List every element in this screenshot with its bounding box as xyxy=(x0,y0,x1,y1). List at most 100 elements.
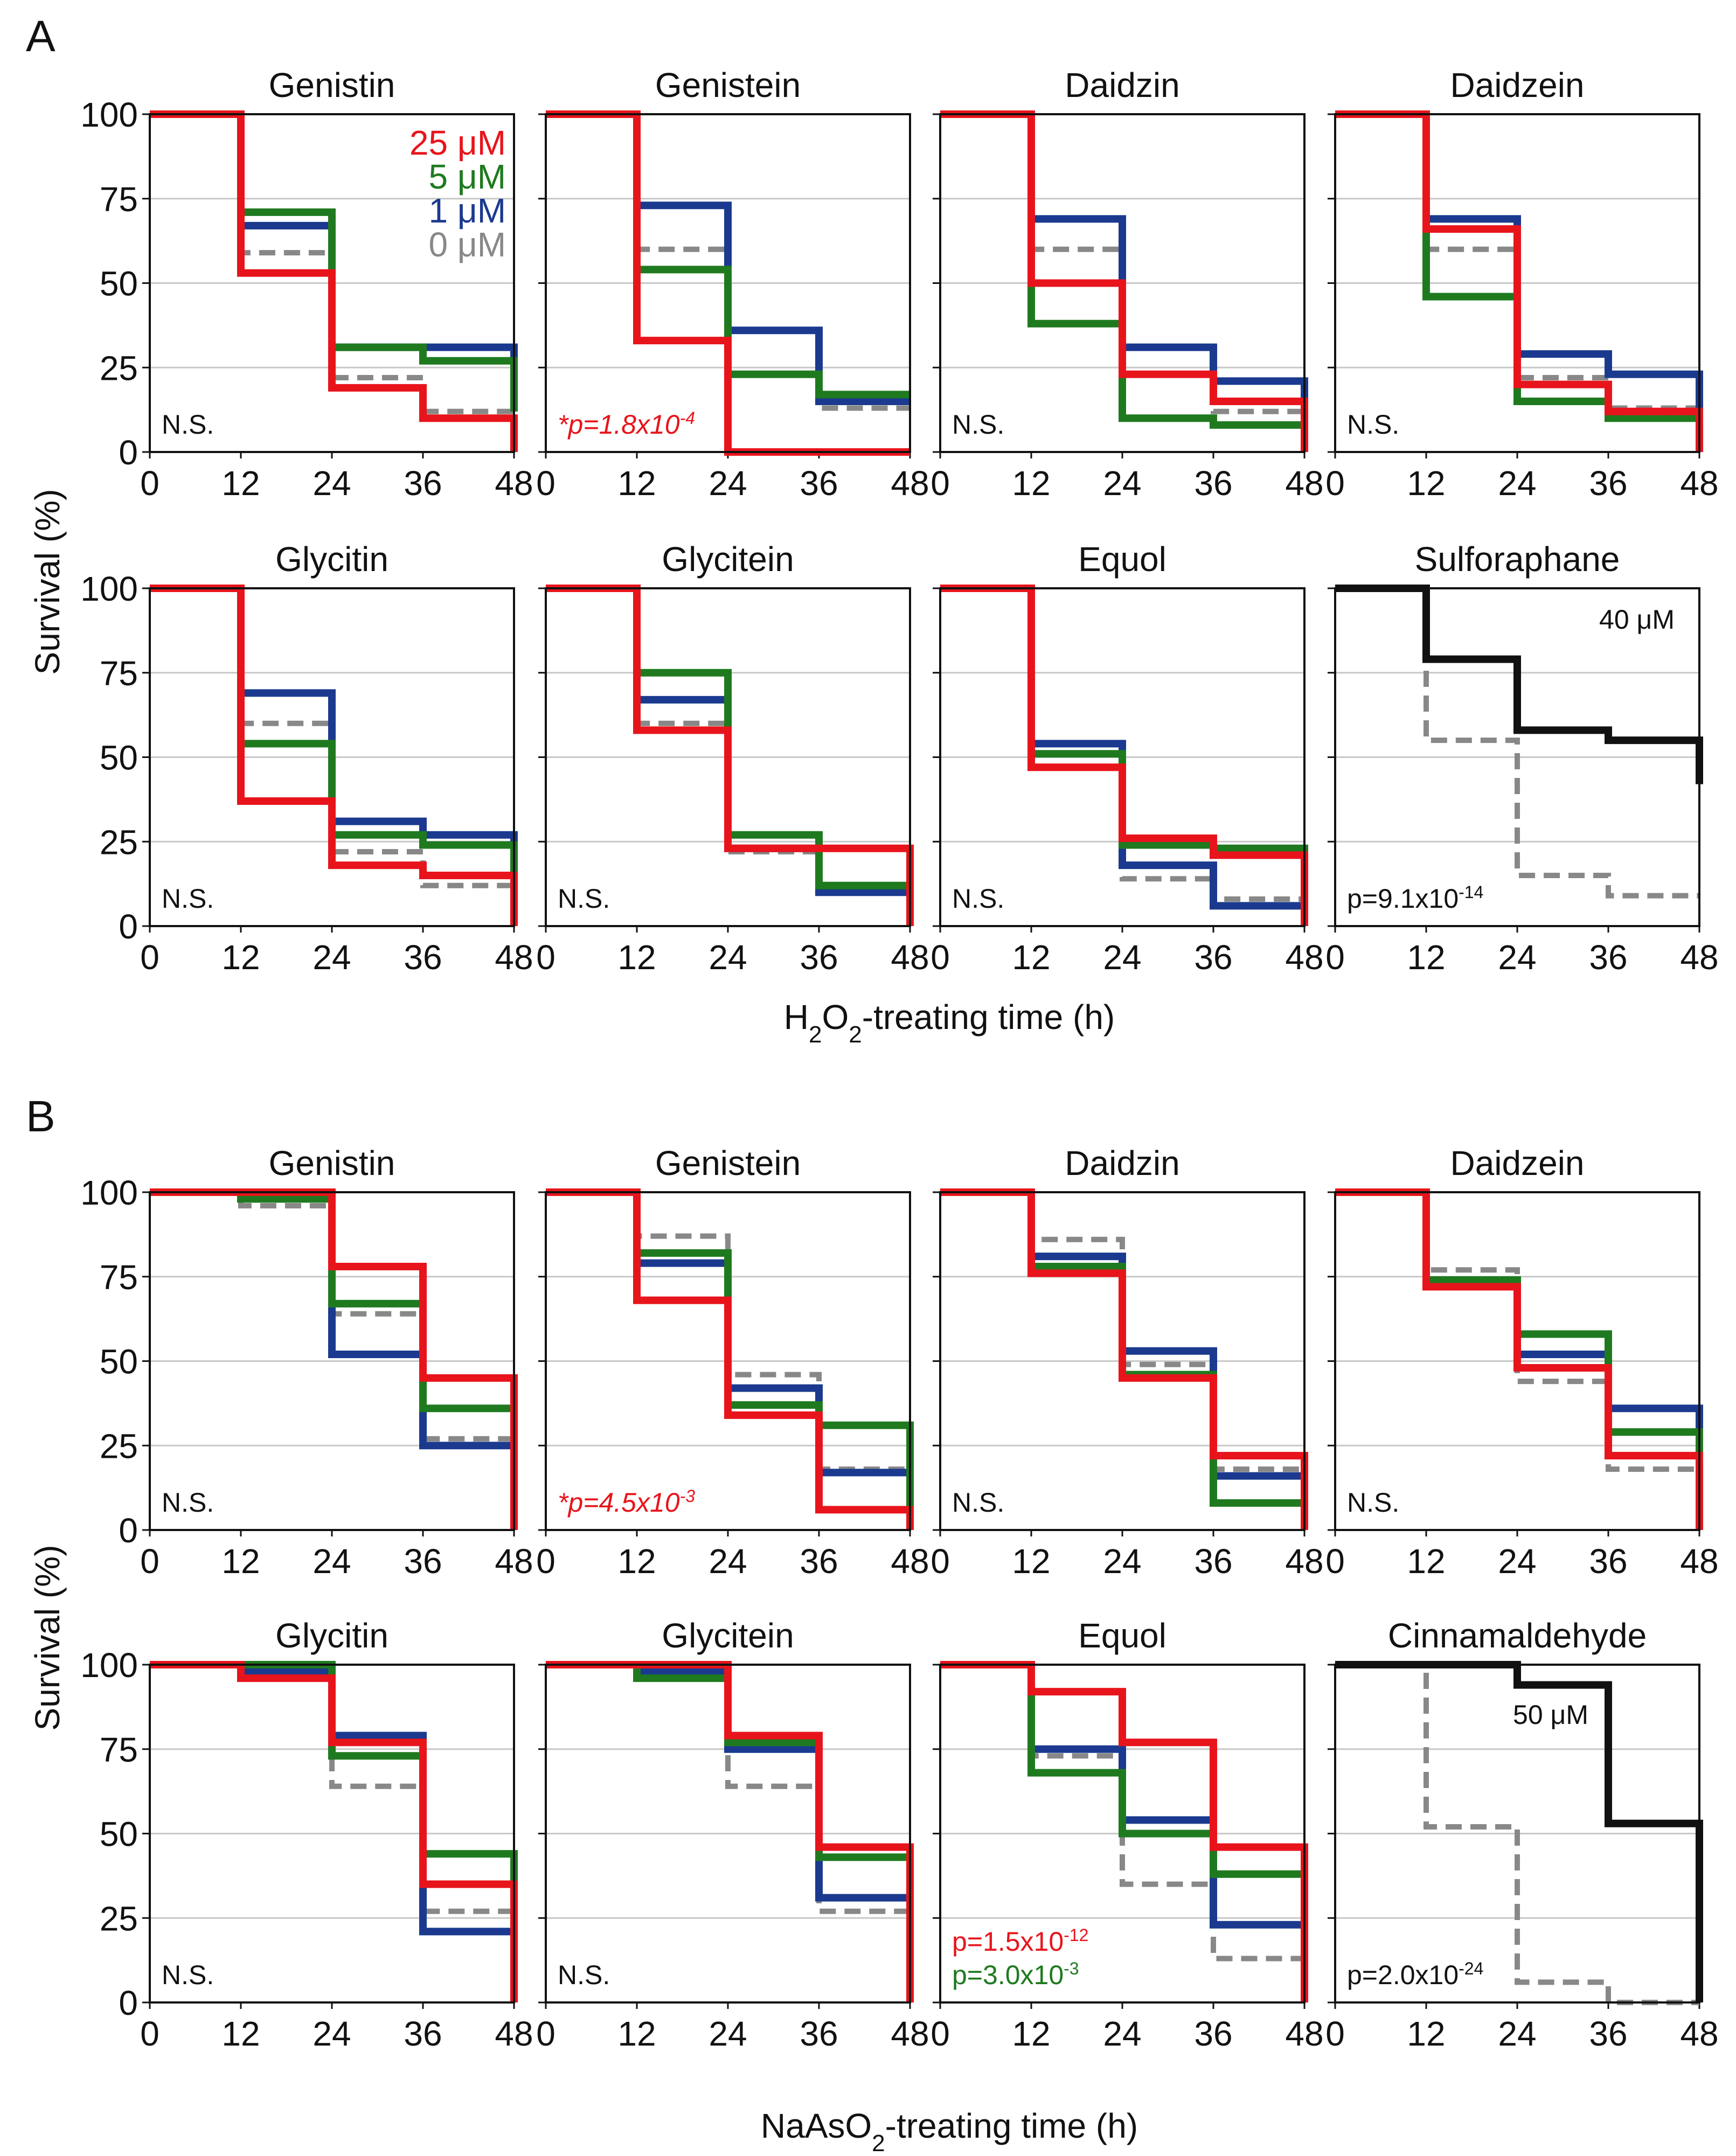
series-line-c25 xyxy=(150,110,518,452)
x-tick-label: 36 xyxy=(800,464,838,503)
annotation-text: N.S. xyxy=(162,884,214,914)
x-tick-label: 48 xyxy=(891,464,929,503)
plot-frame xyxy=(149,587,515,927)
x-axis-label-part: -treating time (h) xyxy=(862,998,1115,1037)
x-axis-label-part: O xyxy=(822,998,849,1037)
chart-title: Daidzin xyxy=(1065,1144,1179,1183)
y-tick-label: 50 xyxy=(100,1815,138,1854)
p-value-annotation: p=3.0x10-3 xyxy=(952,1959,1079,1990)
x-tick-label: 48 xyxy=(1285,2014,1323,2053)
legend-label-c1: 1 μM xyxy=(428,191,506,230)
y-tick-label: 25 xyxy=(100,1899,138,1938)
p-value-annotation: N.S. xyxy=(162,884,214,914)
annotation-text: p=3.0x10 xyxy=(952,1960,1064,1990)
subscript: 2 xyxy=(872,2130,885,2156)
x-tick-label: 48 xyxy=(1680,1542,1718,1581)
x-tick-label: 0 xyxy=(1325,2014,1345,2053)
chart-title: Genistin xyxy=(269,66,395,105)
x-tick-label: 12 xyxy=(1012,1542,1050,1581)
x-tick-label: 36 xyxy=(1589,464,1627,503)
y-tick-label: 75 xyxy=(100,180,138,219)
plot-frame xyxy=(149,1191,515,1531)
x-tick-label: 36 xyxy=(1589,1542,1627,1581)
x-tick-label: 24 xyxy=(1103,1542,1141,1581)
series-line-c25 xyxy=(1335,1188,1703,1530)
chart-title: Genistein xyxy=(655,66,801,105)
plot-frame xyxy=(1334,1191,1700,1531)
x-tick-label: 12 xyxy=(1012,2014,1050,2053)
y-tick-label: 100 xyxy=(80,1646,138,1685)
annotation-text: p=1.5x10 xyxy=(952,1927,1064,1957)
p-value-annotation: N.S. xyxy=(162,1960,214,1990)
series-line-c0 xyxy=(940,586,1307,926)
x-tick-label: 48 xyxy=(495,1542,533,1581)
y-tick-label: 0 xyxy=(119,433,138,472)
x-tick-label: 12 xyxy=(1407,464,1445,503)
x-tick-label: 36 xyxy=(1194,1542,1232,1581)
x-tick-label: 12 xyxy=(221,1542,260,1581)
annotation-text: N.S. xyxy=(162,1960,214,1990)
x-tick-label: 12 xyxy=(1407,938,1445,977)
series-line-c5 xyxy=(940,1661,1308,2002)
x-tick-label: 12 xyxy=(617,2014,656,2053)
p-value-annotation: *p=1.8x10-4 xyxy=(558,408,695,440)
series-line-c25 xyxy=(546,585,914,926)
x-tick-label: 12 xyxy=(617,464,656,503)
series-line-c25 xyxy=(940,1661,1308,2002)
dose-label: 40 μM xyxy=(1599,604,1675,635)
x-axis-label: H2O2-treating time (h) xyxy=(784,998,1115,1048)
plot-frame xyxy=(939,1191,1306,1531)
x-tick-label: 0 xyxy=(1325,938,1345,977)
x-tick-label: 12 xyxy=(617,938,656,977)
chart-A-glycitein: Glycitein 0 12 24 36 48 N.S. xyxy=(536,540,929,977)
chart-title: Genistein xyxy=(655,1144,801,1183)
annotation-text: p=9.1x10 xyxy=(1347,884,1459,914)
plot-frame xyxy=(1334,587,1700,927)
legend-label-c25: 25 μM xyxy=(409,123,506,162)
x-tick-label: 24 xyxy=(313,2014,351,2053)
chart-title: Equol xyxy=(1078,1616,1166,1655)
p-value-annotation: N.S. xyxy=(952,1487,1004,1518)
exponent: -24 xyxy=(1459,1959,1483,1978)
x-tick-label: 12 xyxy=(221,938,260,977)
p-value-annotation: N.S. xyxy=(162,409,214,440)
x-tick-label: 0 xyxy=(536,1542,555,1581)
plot-frame xyxy=(939,113,1306,453)
x-tick-label: 24 xyxy=(709,938,747,977)
y-tick-label: 25 xyxy=(100,1427,138,1465)
x-tick-label: 24 xyxy=(1498,938,1536,977)
chart-title: Equol xyxy=(1078,540,1166,579)
y-tick-label: 0 xyxy=(119,907,138,946)
p-value-annotation: N.S. xyxy=(1347,409,1399,440)
y-tick-label: 75 xyxy=(100,1258,138,1297)
plot-frame xyxy=(1334,113,1700,453)
x-tick-label: 36 xyxy=(800,2014,838,2053)
plot-frame xyxy=(939,1664,1306,2004)
panel-label-b: B xyxy=(26,1092,55,1141)
chart-title: Daidzein xyxy=(1450,1144,1584,1183)
x-tick-label: 0 xyxy=(931,938,950,977)
x-tick-label: 48 xyxy=(891,938,929,977)
p-value-annotation: p=1.5x10-12 xyxy=(952,1925,1088,1957)
x-tick-label: 36 xyxy=(404,2014,442,2053)
series-line-c0 xyxy=(150,1662,517,2002)
x-tick-label: 0 xyxy=(140,2014,159,2053)
x-tick-label: 48 xyxy=(495,2014,533,2053)
x-tick-label: 36 xyxy=(404,464,442,503)
legend-label-c5: 5 μM xyxy=(428,157,506,196)
y-axis-label: Survival (%) xyxy=(28,489,67,675)
chart-B-glycitin: Glycitin 0 25 50 75 100 0 12 24 36 48 N.S. xyxy=(80,1616,533,2053)
exponent: -3 xyxy=(1064,1959,1079,1978)
chart-title: Glycitin xyxy=(275,1616,388,1655)
series-line-c25 xyxy=(940,1188,1308,1530)
series-line-c0 xyxy=(546,1662,913,2002)
x-axis-label: NaAsO2-treating time (h) xyxy=(761,2106,1138,2156)
x-tick-label: 48 xyxy=(1680,464,1718,503)
y-tick-label: 100 xyxy=(80,95,138,134)
chart-title: Glycitin xyxy=(275,540,388,579)
x-tick-label: 0 xyxy=(140,938,159,977)
plot-frame xyxy=(1334,1664,1700,2004)
x-tick-label: 24 xyxy=(313,464,351,503)
chart-A-daidzein: Daidzein 0 12 24 36 48 N.S. xyxy=(1325,66,1718,503)
p-value-annotation: *p=4.5x10-3 xyxy=(558,1486,695,1518)
